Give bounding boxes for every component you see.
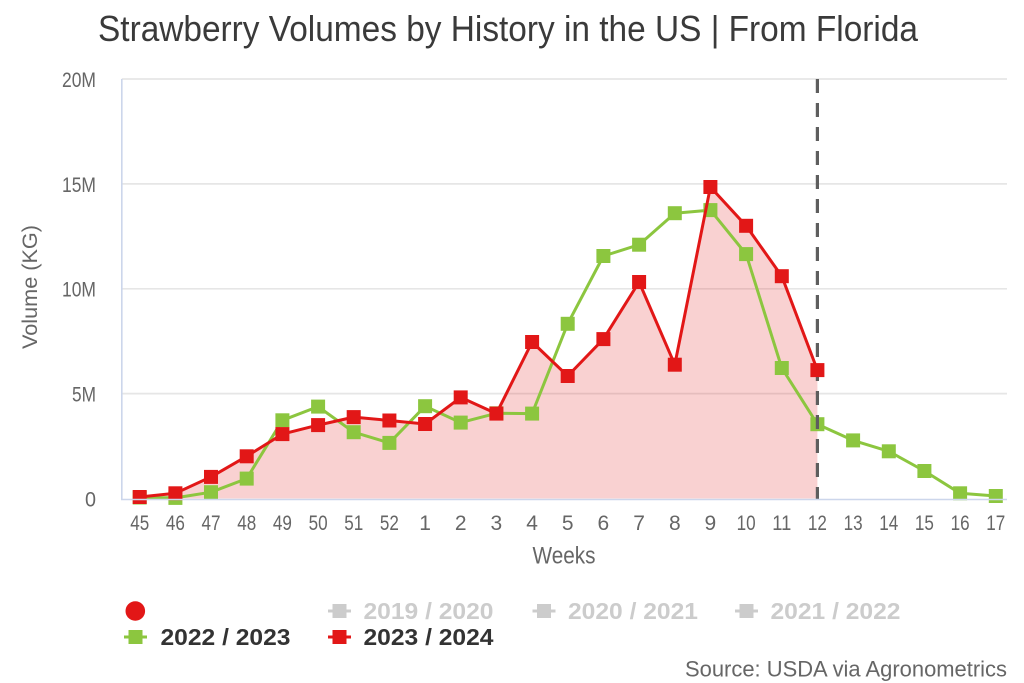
svg-text:2: 2	[455, 512, 467, 535]
svg-text:11: 11	[772, 512, 791, 535]
svg-text:47: 47	[202, 512, 221, 535]
svg-text:0: 0	[85, 488, 96, 511]
svg-text:1: 1	[419, 512, 431, 535]
svg-text:45: 45	[130, 512, 149, 535]
svg-text:Weeks: Weeks	[533, 543, 596, 570]
svg-text:2019 / 2020: 2019 / 2020	[364, 598, 494, 624]
svg-text:17: 17	[986, 512, 1005, 535]
svg-text:12: 12	[808, 512, 827, 535]
svg-text:15: 15	[915, 512, 934, 535]
svg-text:Volume (KG): Volume (KG)	[19, 225, 42, 349]
svg-text:13: 13	[844, 512, 863, 535]
svg-text:6: 6	[598, 512, 610, 535]
svg-text:49: 49	[273, 512, 292, 535]
svg-text:4: 4	[526, 512, 538, 535]
svg-text:2023 / 2024: 2023 / 2024	[364, 624, 494, 650]
svg-text:46: 46	[166, 512, 185, 535]
svg-text:16: 16	[951, 512, 970, 535]
svg-text:10: 10	[737, 512, 756, 535]
svg-text:5: 5	[562, 512, 574, 535]
svg-text:2020 / 2021: 2020 / 2021	[568, 598, 698, 624]
svg-text:51: 51	[344, 512, 363, 535]
svg-text:2021 / 2022: 2021 / 2022	[771, 598, 901, 624]
svg-text:48: 48	[237, 512, 256, 535]
svg-text:7: 7	[633, 512, 645, 535]
svg-text:3: 3	[491, 512, 503, 535]
svg-text:Source: USDA via Agronometrics: Source: USDA via Agronometrics	[685, 657, 1007, 682]
svg-text:15M: 15M	[62, 174, 96, 197]
svg-text:52: 52	[380, 512, 399, 535]
svg-text:50: 50	[309, 512, 328, 535]
svg-text:20M: 20M	[62, 69, 96, 92]
svg-text:10M: 10M	[62, 279, 96, 302]
svg-text:8: 8	[669, 512, 681, 535]
svg-text:Strawberry Volumes by History: Strawberry Volumes by History in the US …	[98, 8, 919, 49]
svg-text:5M: 5M	[72, 384, 96, 407]
svg-text:2022 / 2023: 2022 / 2023	[161, 624, 291, 650]
svg-text:14: 14	[879, 512, 898, 535]
svg-text:9: 9	[705, 512, 717, 535]
